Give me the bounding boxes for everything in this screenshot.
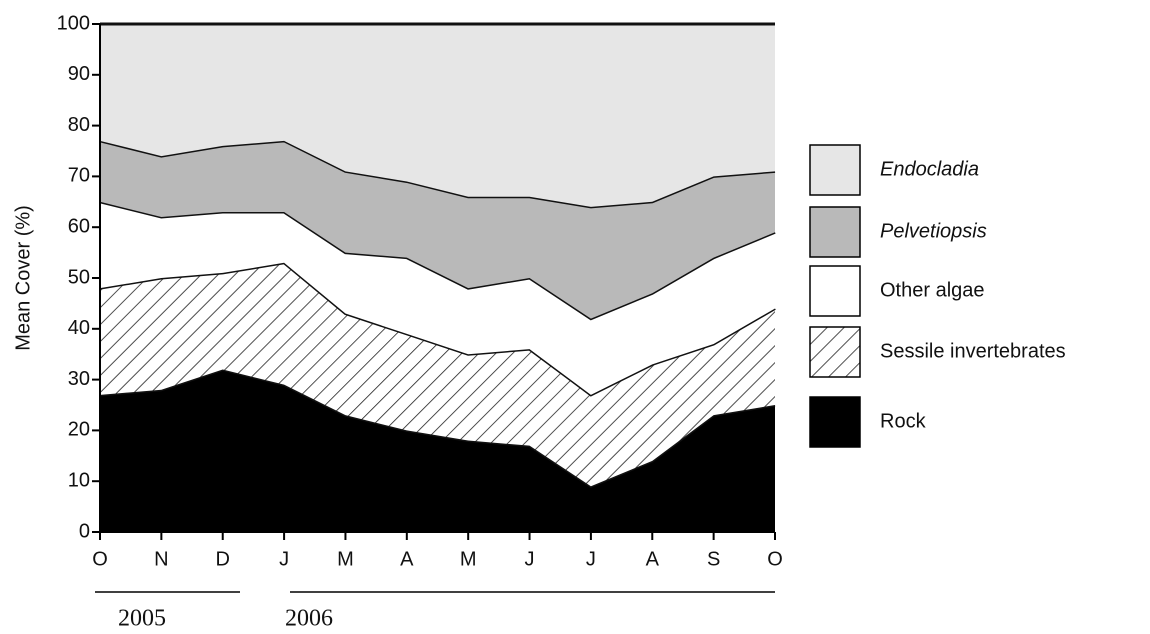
x-tick-label: A [646,548,660,570]
area [100,262,775,487]
legend-label: Other algae [880,279,985,301]
y-tick-label: 60 [68,215,90,237]
area [100,369,775,532]
x-tick-label: O [767,548,783,570]
legend-label: Rock [880,410,927,432]
legend-swatch [809,396,861,448]
x-tick-label: J [586,548,596,570]
y-tick-label: 100 [57,12,90,34]
area [100,24,775,207]
x-tick-label: M [460,548,477,570]
y-tick-label: 10 [68,469,90,491]
year-label: 2005 [118,606,166,632]
area [100,201,775,395]
y-tick-label: 70 [68,165,90,187]
y-tick-label: 50 [68,266,90,288]
legend-label: Pelvetiopsis [880,220,987,242]
x-tick-label: O [92,548,108,570]
y-tick-label: 40 [68,317,90,339]
year-label: 2006 [285,606,333,632]
y-tick-label: 80 [68,114,90,136]
y-tick-label: 90 [68,63,90,85]
y-tick-label: 20 [68,419,90,441]
legend-swatch [809,144,861,196]
area [100,140,775,319]
legend-label: Endocladia [880,158,979,180]
legend-swatch [809,265,861,317]
x-tick-label: J [279,548,289,570]
x-tick-label: S [707,548,720,570]
legend-swatch [809,326,861,378]
x-tick-label: N [154,548,168,570]
x-tick-label: D [216,548,230,570]
legend-swatch [809,206,861,258]
x-tick-label: M [337,548,354,570]
y-tick-label: 30 [68,368,90,390]
legend-label: Sessile invertebrates [880,340,1066,362]
y-axis-label: Mean Cover (%) [12,205,34,351]
y-tick-label: 0 [79,520,90,542]
x-tick-label: J [525,548,535,570]
x-tick-label: A [400,548,414,570]
